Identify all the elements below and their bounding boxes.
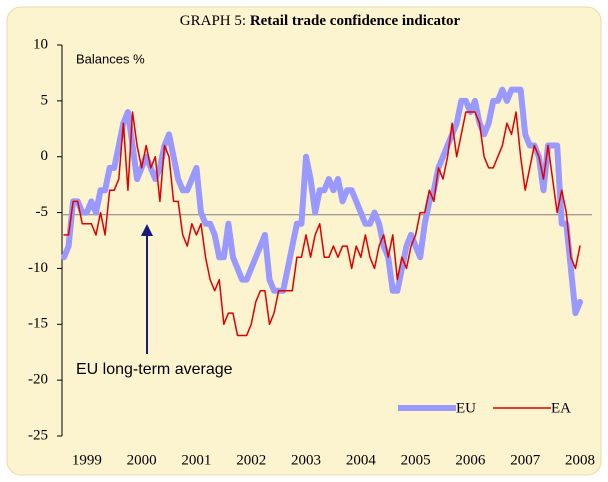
x-tick-label: 2004 [346, 452, 377, 468]
panel [6, 6, 602, 476]
y-tick-label: 0 [41, 148, 49, 164]
legend-label: EU [456, 400, 476, 416]
y-tick-label: 5 [41, 92, 49, 108]
legend-label: EA [551, 400, 571, 416]
x-tick-label: 2006 [455, 452, 486, 468]
x-tick-label: 2000 [127, 452, 157, 468]
series-line [63, 111, 581, 337]
y-tick-label: -20 [28, 372, 48, 388]
x-tick-label: 2001 [181, 452, 211, 468]
x-tick-label: 2005 [401, 452, 431, 468]
x-tick-label: 2007 [510, 452, 541, 468]
title-text: Retail trade confidence indicator [250, 13, 461, 29]
annotation: EU long-term average [76, 361, 233, 378]
y-tick-label: -15 [28, 316, 48, 332]
y-axis-label: Balances % [76, 51, 145, 66]
y-tick-label: -25 [28, 427, 48, 443]
x-tick-label: 2008 [565, 452, 595, 468]
y-tick-label: -5 [36, 204, 49, 220]
annotation-arrowhead [141, 224, 153, 236]
chart-title: GRAPH 5: Retail trade confidence indicat… [180, 13, 461, 29]
y-tick-label: -10 [28, 260, 48, 276]
x-tick-label: 2002 [236, 452, 266, 468]
y-tick-label: 10 [33, 36, 48, 52]
title-label: GRAPH 5: [180, 13, 246, 29]
x-tick-label: 1999 [72, 452, 102, 468]
x-tick-label: 2003 [291, 452, 321, 468]
